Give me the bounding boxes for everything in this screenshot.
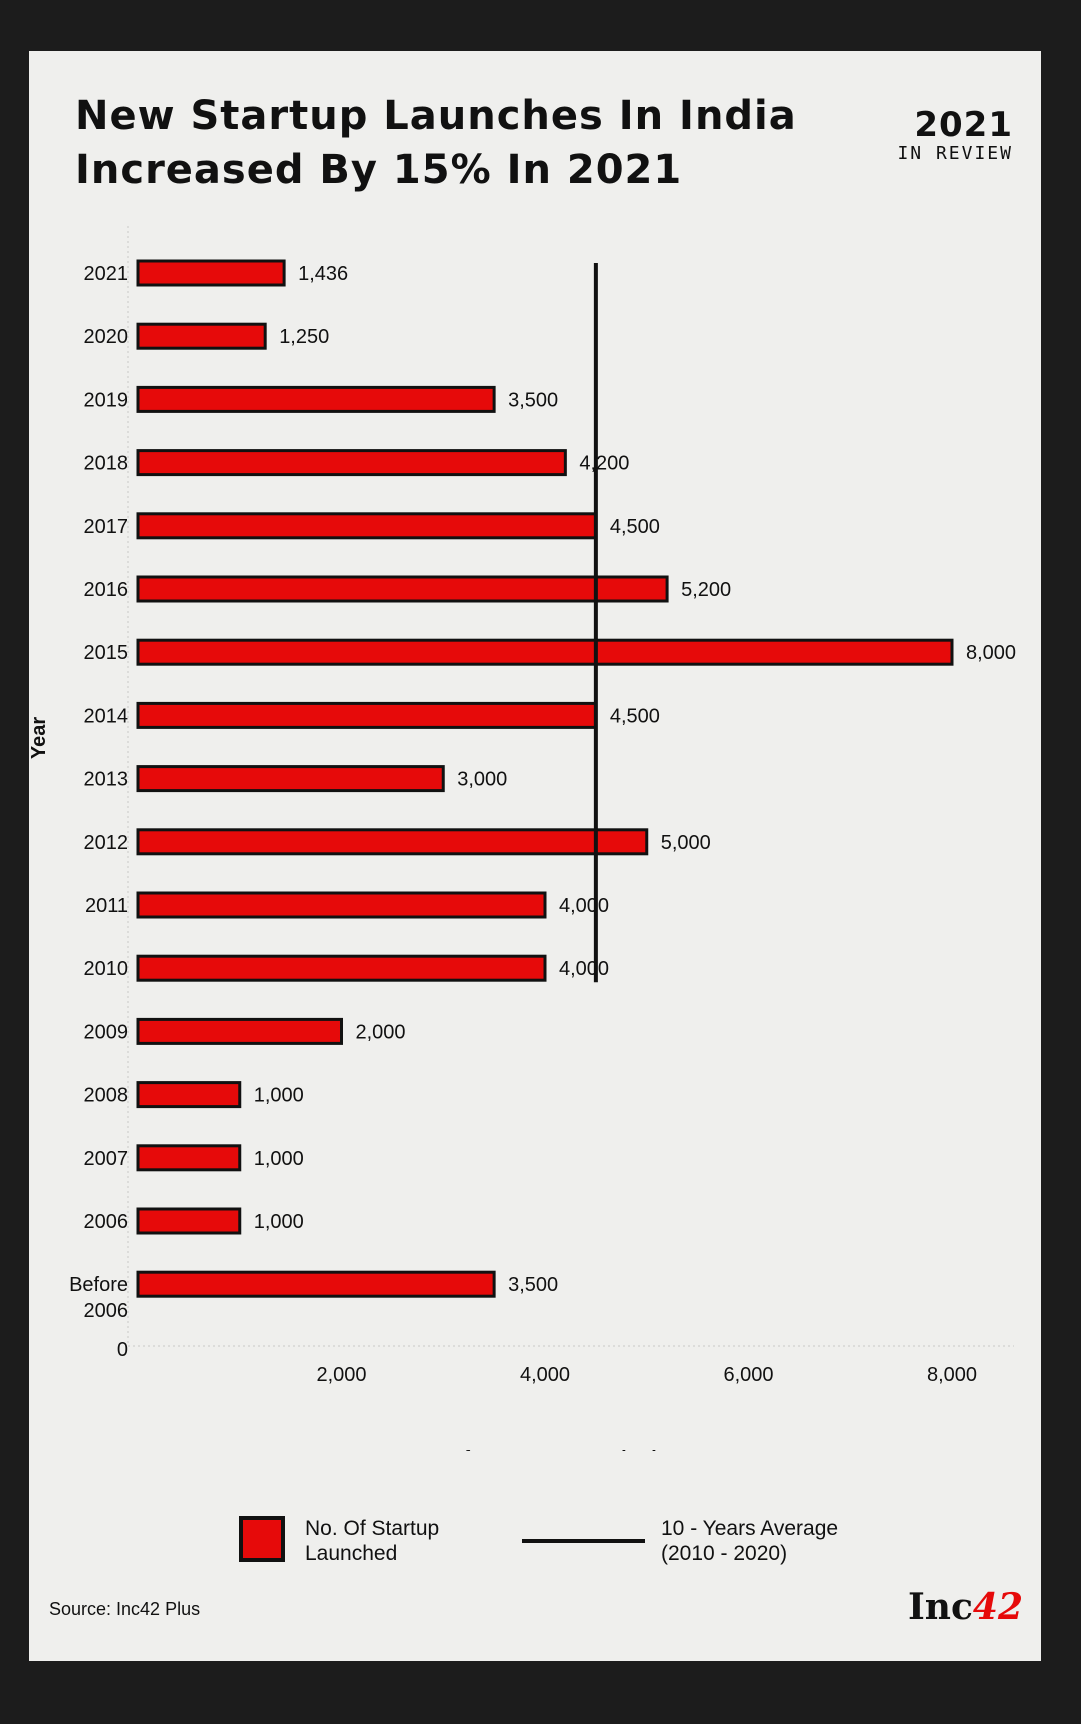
value-label: 4,500 [610, 516, 660, 538]
year-in-review-badge: 2021 IN REVIEW [897, 107, 1013, 165]
bar-2020 [136, 322, 267, 350]
y-tick-label: 2014 [84, 705, 129, 727]
bar-chart: 2021 1,436 2020 1,250 2019 3,500 2018 4,200 2017… [29, 226, 1016, 1451]
x-tick-label: 6,000 [723, 1364, 773, 1386]
value-label: 8,000 [966, 642, 1016, 664]
bar-2017 [136, 512, 598, 540]
source-note: Source: Inc42 Plus [49, 1599, 201, 1619]
y-tick-label: 2018 [84, 453, 129, 475]
value-label: 5,000 [661, 832, 711, 854]
bar-before-2006 [136, 1270, 496, 1298]
badge-subtitle: IN REVIEW [897, 143, 1013, 164]
bar-2008 [136, 1081, 242, 1109]
inc42-logo: Inc42 [908, 1586, 1023, 1628]
bar-2006 [136, 1207, 242, 1235]
y-tick-label: 2006 [84, 1211, 129, 1233]
value-label: 4,500 [610, 705, 660, 727]
y-tick-label: 2021 [84, 263, 129, 285]
bar-2016 [136, 575, 669, 603]
bar-2007 [136, 1144, 242, 1172]
bar-2019 [136, 385, 496, 413]
y-tick-label: 2011 [85, 895, 128, 917]
value-label: 3,000 [457, 769, 507, 791]
y-tick-label: 2019 [84, 389, 129, 411]
bar-2013 [136, 765, 445, 793]
x-axis-title: No. of Startups Launched [413, 1448, 656, 1451]
y-tick-label: 2010 [84, 958, 129, 980]
bar-2010 [136, 954, 547, 982]
y-tick-label: 2020 [84, 326, 129, 348]
legend-average-line [522, 1539, 645, 1543]
y-tick-label: Before 2006 [69, 1274, 128, 1322]
legend-bar-swatch [239, 1516, 285, 1562]
chart-title: New Startup Launches In India Increased … [75, 93, 797, 193]
logo-accent: 42 [972, 1586, 1023, 1628]
value-label: 3,500 [508, 1274, 558, 1296]
bar-2015 [136, 638, 954, 666]
value-label: 4,000 [559, 895, 609, 917]
infographic-card: New Startup Launches In India Increased … [29, 51, 1041, 1661]
legend-bar-label: No. Of Startup Launched [305, 1517, 440, 1565]
x-tick-label: 4,000 [520, 1364, 570, 1386]
bar-2011 [136, 891, 547, 919]
y-axis-title: Year [29, 717, 50, 759]
y-tick-label: 2016 [84, 579, 129, 601]
bar-2012 [136, 828, 649, 856]
value-label: 1,000 [254, 1211, 304, 1233]
bar-2009 [136, 1017, 343, 1045]
y-tick-label: 2009 [84, 1021, 129, 1043]
y-tick-label: 2013 [84, 769, 129, 791]
value-label: 1,436 [298, 263, 348, 285]
badge-year: 2021 [914, 105, 1013, 145]
y-tick-label: 2008 [84, 1085, 129, 1107]
value-label: 1,250 [279, 326, 329, 348]
bar-2018 [136, 449, 567, 477]
x-tick-label: 8,000 [927, 1364, 977, 1386]
x-tick-label: 0 [117, 1339, 128, 1361]
y-tick-label: 2017 [84, 516, 129, 538]
x-tick-label: 2,000 [316, 1364, 366, 1386]
logo-text: Inc [907, 1586, 973, 1628]
value-label: 1,000 [254, 1085, 304, 1107]
value-label: 1,000 [254, 1148, 304, 1170]
bar-2014 [136, 701, 598, 729]
chart-legend: No. Of Startup Launched 10 - Years Avera… [239, 1516, 939, 1576]
legend-average-label: 10 - Years Average (2010 - 2020) [661, 1517, 839, 1565]
y-tick-label: 2007 [84, 1148, 129, 1170]
value-label: 2,000 [356, 1021, 406, 1043]
value-label: 5,200 [681, 579, 731, 601]
value-label: 4,000 [559, 958, 609, 980]
y-tick-label: 2015 [84, 642, 129, 664]
bar-2021 [136, 259, 286, 287]
value-label: 3,500 [508, 389, 558, 411]
value-label: 4,200 [579, 453, 629, 475]
y-tick-label: 2012 [84, 832, 129, 854]
